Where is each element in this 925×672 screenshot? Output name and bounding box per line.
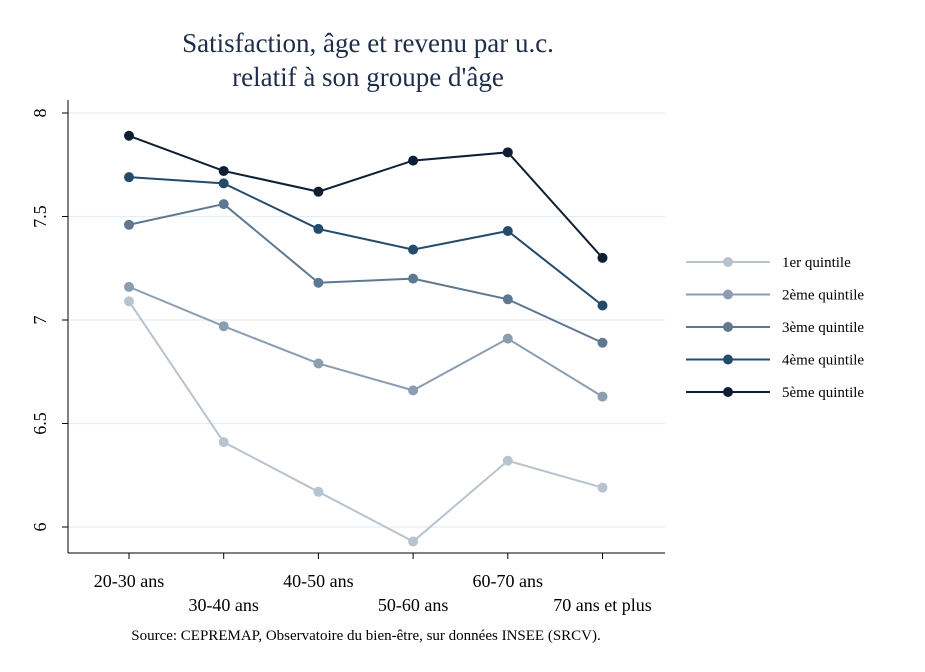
data-point xyxy=(124,219,134,230)
y-tick-label: 6.5 xyxy=(30,412,50,435)
x-tick-label: 30-40 ans xyxy=(188,595,259,615)
x-tick-label: 50-60 ans xyxy=(378,595,449,615)
data-point xyxy=(124,130,134,141)
data-point xyxy=(124,172,134,183)
data-point xyxy=(218,321,229,332)
data-point xyxy=(597,252,608,263)
chart-title-line-2: relatif à son groupe d'âge xyxy=(232,62,504,92)
y-tick-label: 6 xyxy=(30,523,50,532)
y-tick-label: 7.5 xyxy=(30,205,50,228)
series-line xyxy=(128,176,604,307)
legend-marker xyxy=(723,354,733,365)
x-tick-label: 20-30 ans xyxy=(94,571,165,591)
source-note: Source: CEPREMAP, Observatoire du bien-ê… xyxy=(131,628,601,644)
axes xyxy=(67,100,665,554)
series-line xyxy=(128,285,604,398)
legend: 1er quintile 2ème quintile 3ème quintile 4è… xyxy=(686,255,864,401)
chart-title-line-1: Satisfaction, âge et revenu par u.c. xyxy=(182,28,554,58)
data-point xyxy=(408,273,419,284)
data-point xyxy=(313,186,324,197)
data-point xyxy=(408,244,419,255)
y-tick-label: 8 xyxy=(30,109,50,118)
data-point xyxy=(218,199,229,210)
data-point xyxy=(218,165,229,176)
data-point xyxy=(502,147,513,158)
data-point xyxy=(313,358,324,369)
series-line xyxy=(128,134,604,259)
legend-marker xyxy=(723,322,733,332)
data-point xyxy=(597,300,608,311)
legend-label: 1er quintile xyxy=(782,255,851,271)
data-point xyxy=(313,223,324,234)
data-point xyxy=(313,277,324,288)
data-point xyxy=(218,437,229,448)
data-point xyxy=(124,281,134,292)
data-point xyxy=(597,337,608,348)
data-point xyxy=(124,296,134,307)
legend-label: 5ème quintile xyxy=(782,385,864,401)
legend-marker xyxy=(723,387,733,397)
data-point xyxy=(218,178,229,189)
x-axis-ticks: 20-30 ans 30-40 ans 40-50 ans 50-60 ans 60-7… xyxy=(94,553,652,615)
series-group xyxy=(124,130,608,547)
data-point xyxy=(597,482,608,493)
data-point xyxy=(313,486,324,497)
data-point xyxy=(502,225,513,236)
legend-label: 4ème quintile xyxy=(782,353,864,369)
legend-marker xyxy=(723,289,733,300)
legend-label: 3ème quintile xyxy=(782,320,864,336)
y-tick-label: 7 xyxy=(30,316,50,325)
data-point xyxy=(408,536,419,547)
x-tick-label: 70 ans et plus xyxy=(553,595,652,615)
data-point xyxy=(408,385,419,396)
data-point xyxy=(502,333,513,344)
legend-marker xyxy=(723,257,733,267)
data-point xyxy=(502,455,513,466)
x-tick-label: 60-70 ans xyxy=(473,571,544,591)
series-line xyxy=(128,202,603,344)
data-point xyxy=(597,391,608,402)
data-point xyxy=(502,294,513,305)
data-point xyxy=(408,155,419,166)
y-axis-ticks: 6 6.5 7 7.5 8 xyxy=(30,109,68,532)
legend-label: 2ème quintile xyxy=(782,288,864,304)
series-line xyxy=(128,300,603,543)
x-tick-label: 40-50 ans xyxy=(283,571,354,591)
